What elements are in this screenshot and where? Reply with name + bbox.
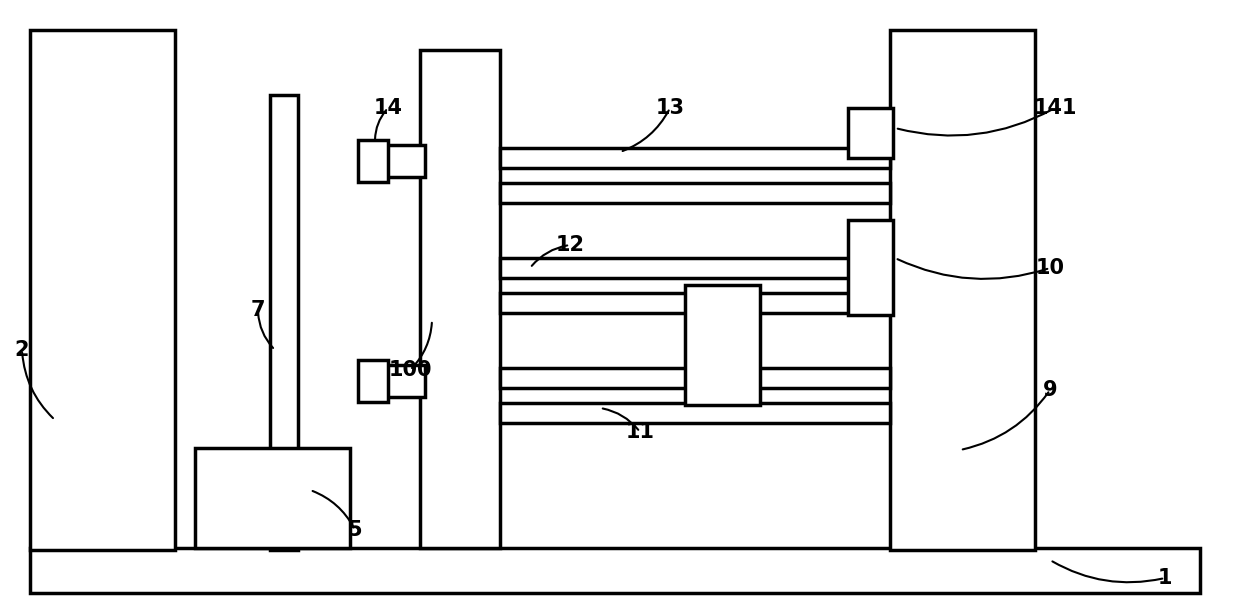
Text: 141: 141: [1033, 98, 1076, 118]
Bar: [848, 108, 893, 158]
Text: 100: 100: [388, 360, 432, 380]
Text: 7: 7: [250, 300, 265, 320]
Bar: [500, 148, 890, 168]
Bar: [500, 403, 890, 423]
Bar: [270, 95, 298, 550]
Bar: [195, 448, 350, 548]
Text: 1: 1: [1158, 568, 1172, 588]
Bar: [420, 50, 500, 548]
Bar: [370, 145, 425, 177]
Text: 12: 12: [556, 235, 584, 255]
Bar: [500, 293, 890, 313]
Bar: [684, 285, 760, 405]
Bar: [30, 548, 1200, 593]
Bar: [358, 360, 388, 402]
Text: 14: 14: [373, 98, 403, 118]
Bar: [500, 368, 890, 388]
Text: 5: 5: [347, 520, 362, 540]
Bar: [370, 365, 425, 397]
Text: 2: 2: [15, 340, 30, 360]
Bar: [500, 258, 890, 278]
Text: 11: 11: [625, 422, 655, 442]
Text: 13: 13: [656, 98, 684, 118]
Bar: [500, 183, 890, 203]
Bar: [848, 220, 893, 315]
Text: 10: 10: [1035, 258, 1064, 278]
Text: 9: 9: [1043, 380, 1058, 400]
Bar: [30, 30, 175, 550]
Bar: [358, 140, 388, 182]
Bar: [890, 30, 1035, 550]
